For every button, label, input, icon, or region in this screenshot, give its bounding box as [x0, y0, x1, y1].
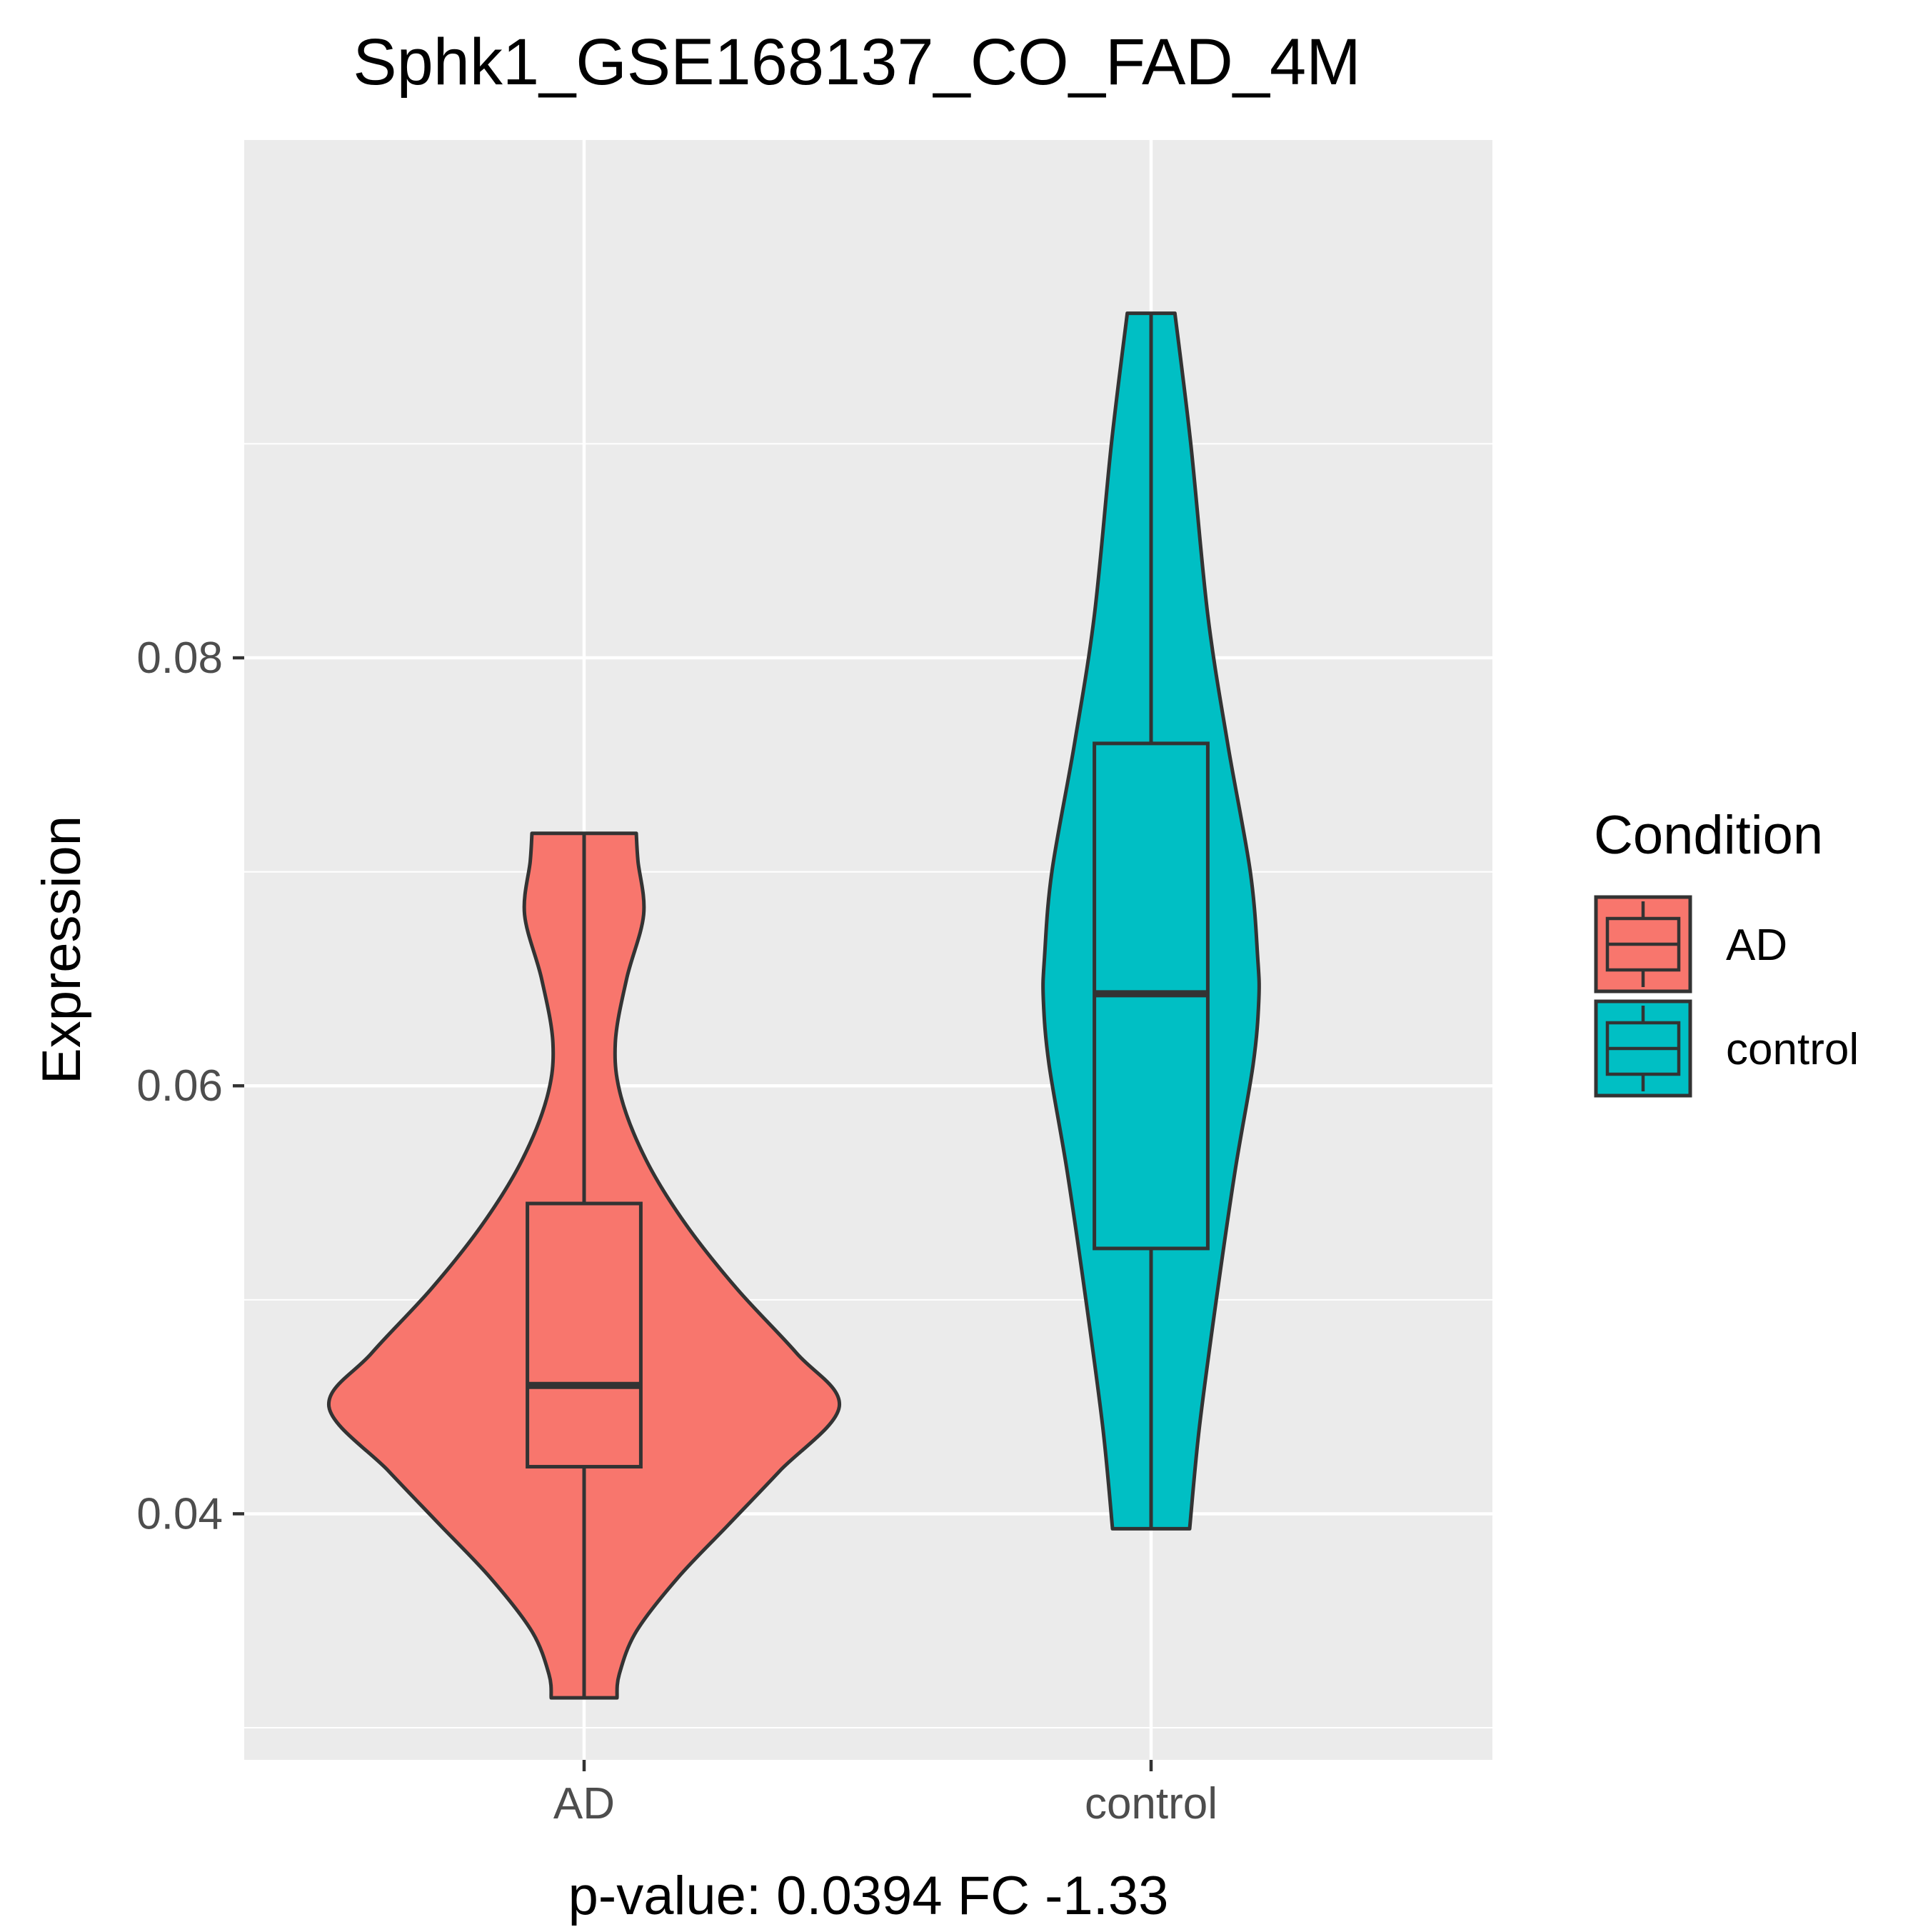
y-tick-label: 0.04 [136, 1489, 223, 1538]
x-axis-label: p-value: 0.0394 FC -1.33 [568, 1866, 1169, 1926]
x-axis: AD control [553, 1760, 1217, 1828]
y-axis: 0.04 0.06 0.08 [136, 634, 244, 1538]
boxplots [526, 313, 1210, 1698]
y-tick-label: 0.06 [136, 1061, 223, 1111]
legend-title: Condition [1594, 805, 1823, 866]
y-axis-label: Expression [31, 816, 92, 1084]
y-tick-label: 0.08 [136, 634, 223, 683]
legend: Condition AD control [1594, 805, 1859, 1098]
chart-title: Sphk1_GSE168137_CO_FAD_4M [353, 26, 1361, 99]
legend-label-AD: AD [1726, 921, 1787, 970]
legend-label-control: control [1726, 1025, 1859, 1074]
x-tick-label: AD [553, 1779, 615, 1828]
box-AD [526, 1201, 643, 1469]
x-tick-label: control [1085, 1779, 1217, 1828]
